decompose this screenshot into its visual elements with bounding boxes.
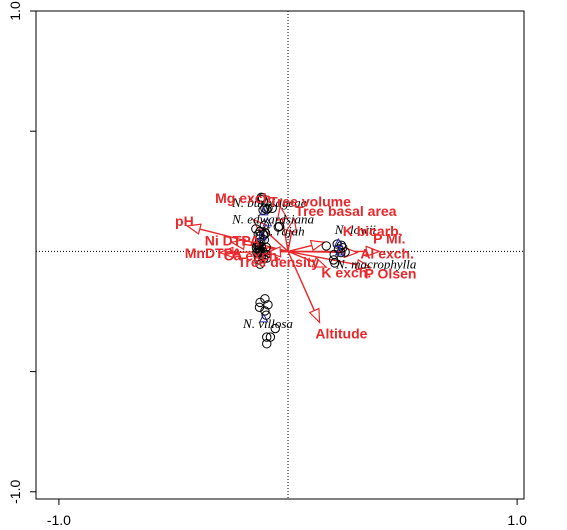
site-point [260,203,270,213]
species-centroid [334,246,345,256]
arrow-label: K bicarb. [343,223,403,239]
arrow-head [276,204,289,221]
arrow-head [365,245,381,258]
x-tick-label: -1.0 [47,512,71,528]
arrow-head [309,239,327,252]
arrow-line [287,231,293,252]
arrow-label: pH [175,213,194,229]
arrow-line [287,244,313,253]
site-point [260,294,270,304]
arrow-label: Al exch. [360,246,414,262]
arrow-head [355,258,372,271]
arrow-label: Mg exch. [215,190,275,206]
arrow-label: MnDTPA [185,245,242,261]
site-point [262,332,272,342]
site-point [262,253,272,263]
site-point [270,323,280,334]
species-centroid [258,313,269,323]
y-tick-label: -1.0 [7,480,23,504]
species-centroid [257,231,267,241]
site-point [255,259,265,269]
arrow-label: Altitude [315,325,367,341]
arrow-label: K exch. [321,265,371,281]
species-label: N. burbidgeae [231,195,307,210]
arrow-head [185,223,202,235]
site-point [258,205,268,215]
arrow-head [218,246,234,259]
species-label: N. rajah [260,224,304,239]
arrow-head [285,216,298,234]
arrow-head [343,246,359,259]
arrow-line [287,250,315,263]
arrow-line [287,251,315,311]
site-point [260,306,270,316]
arrow-label: Ni DTPA [205,232,260,248]
arrow-head [311,256,328,268]
site-point [321,241,331,251]
site-point [273,222,283,232]
arrow-layer [185,204,381,325]
arrow-label: Tree density [238,254,320,270]
arrow-label: Tree volume [269,193,351,209]
species-centroid [333,237,344,247]
arrow-label: Ca exch. [224,248,282,264]
y-tick-label: 1.0 [7,1,23,21]
species-centroid [258,206,269,216]
centroid-layer [257,206,345,323]
plot-frame [35,10,525,500]
species-label: N. macrophylla [335,256,417,271]
site-point [256,195,266,205]
arrow-label: Tree basal area [295,203,396,219]
site-point [330,258,340,268]
axis-ticks: -1.0 1.0 1.0 -1.0 [7,1,527,528]
arrow-label: P Mi. [373,230,405,246]
site-point [262,339,272,349]
x-tick-label: 1.0 [507,512,527,528]
site-point [263,300,273,310]
arrow-label: P Olsen [365,266,417,282]
species-centroid [262,217,273,227]
species-label: N. villosa [242,316,293,331]
arrow-head [229,238,246,251]
site-point [257,193,268,203]
arrow-head [265,245,282,258]
species-label: N. edwardsiana [231,211,314,226]
species-label: N. lowii [334,222,377,237]
arrow-line [288,250,345,254]
arrow-head [308,307,321,325]
site-point [267,203,277,213]
arrow-line [287,250,358,266]
site-point [340,247,350,257]
